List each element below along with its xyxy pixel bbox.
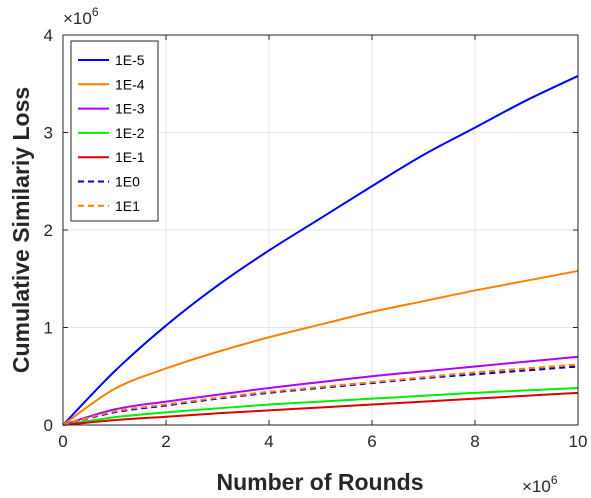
series-lines: [62, 75, 579, 426]
x-tick-label: 8: [470, 432, 479, 451]
y-tick-label: 0: [44, 416, 53, 435]
legend-label-3: 1E-2: [115, 125, 145, 141]
series-line-0: [62, 75, 579, 426]
series-line-1: [62, 269, 579, 426]
y-tick-label: 2: [44, 221, 53, 240]
x-multiplier-exp: 6: [551, 473, 558, 487]
grid: [63, 35, 578, 425]
y-axis-title: Cumulative Similariy Loss: [8, 87, 34, 373]
x-multiplier: ×106: [522, 473, 558, 496]
legend-box: [70, 40, 159, 222]
series-line-4: [62, 391, 579, 426]
x-multiplier-base: ×10: [522, 477, 551, 496]
series-line-3: [62, 386, 579, 426]
y-multiplier-exp: 6: [92, 5, 99, 19]
x-tick-label: 2: [161, 432, 170, 451]
axis-ticks: 0 2 4 6 8 10 0 1 2 3 4: [44, 26, 588, 451]
x-tick-label: 6: [367, 432, 376, 451]
x-tick-label: 10: [569, 432, 588, 451]
legend-label-2: 1E-3: [115, 101, 145, 117]
x-tick-label: 0: [58, 432, 67, 451]
series-line-2: [62, 355, 579, 426]
series-line-6: [62, 363, 579, 426]
legend-label-1: 1E-4: [115, 76, 145, 92]
legend-label-0: 1E-5: [115, 52, 145, 68]
y-tick-label: 1: [44, 319, 53, 338]
legend-label-5: 1E0: [115, 174, 140, 190]
y-multiplier-base: ×10: [63, 9, 92, 28]
y-multiplier: ×106: [63, 5, 99, 28]
x-tick-label: 4: [264, 432, 273, 451]
y-tick-label: 4: [44, 26, 53, 45]
y-tick-label: 3: [44, 124, 53, 143]
legend-label-6: 1E1: [115, 198, 140, 214]
x-axis-title: Number of Rounds: [217, 469, 424, 495]
legend-label-4: 1E-1: [115, 149, 145, 165]
legend: 1E-5 1E-4 1E-3 1E-2 1E-1 1E0 1E1: [70, 40, 159, 222]
